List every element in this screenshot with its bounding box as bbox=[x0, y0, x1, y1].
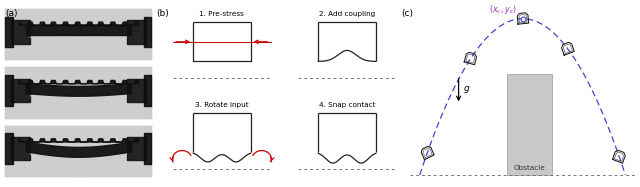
Text: (b): (b) bbox=[156, 9, 169, 18]
Text: Obstacle: Obstacle bbox=[513, 165, 545, 171]
Text: $(x_c, y_c)$: $(x_c, y_c)$ bbox=[488, 3, 516, 16]
Bar bbox=[507, 74, 552, 175]
Text: 3. Rotate input: 3. Rotate input bbox=[195, 102, 249, 108]
Text: 2. Add coupling: 2. Add coupling bbox=[319, 11, 375, 17]
Bar bbox=[4, 126, 152, 177]
Bar bbox=[4, 68, 152, 119]
Text: 4. Snap contact: 4. Snap contact bbox=[319, 102, 375, 108]
Bar bbox=[4, 9, 152, 60]
Text: (a): (a) bbox=[6, 9, 18, 18]
Bar bbox=[4, 9, 152, 60]
Text: 1. Pre-stress: 1. Pre-stress bbox=[200, 11, 244, 17]
Bar bbox=[4, 68, 152, 119]
Bar bbox=[4, 126, 152, 177]
Text: (c): (c) bbox=[401, 9, 413, 18]
Text: $g$: $g$ bbox=[463, 84, 470, 95]
